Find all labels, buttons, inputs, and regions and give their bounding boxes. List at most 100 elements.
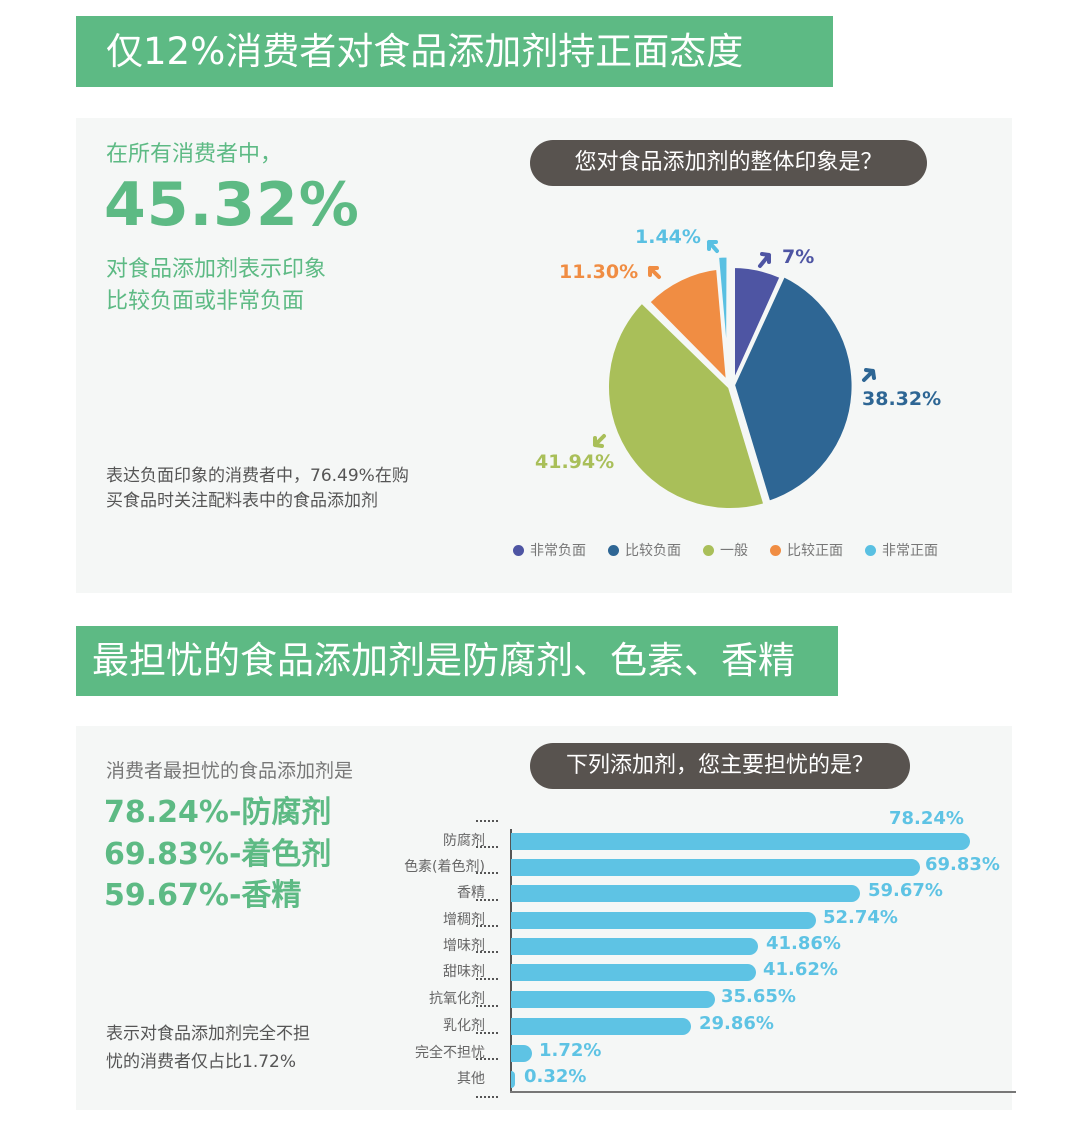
bar-row: 抗氧化剂 35.65%	[400, 978, 1020, 1012]
arrow-positive-icon	[648, 266, 661, 279]
bar-row: 完全不担忧 1.72%	[400, 1032, 1020, 1066]
legend-item-very-positive: 非常正面	[865, 540, 938, 560]
bar-fill	[511, 833, 970, 850]
section1-headline-value: 45.32%	[104, 170, 360, 240]
section1-sub-line1: 对食品添加剂表示印象	[106, 257, 327, 282]
bar-row: 色素(着色剂) 69.83%	[400, 846, 1020, 880]
bar-tick	[476, 899, 498, 901]
pie-question-pill: 您对食品添加剂的整体印象是？	[530, 140, 927, 186]
bar-label: 香精	[457, 885, 485, 901]
bar-tick	[476, 978, 498, 980]
bar-value: 69.83%	[925, 854, 1000, 875]
bar-tick	[476, 1032, 498, 1034]
bar-fill	[511, 1018, 691, 1035]
bar-row: 甜味剂 41.62%	[400, 951, 1020, 985]
bar-value: 29.86%	[699, 1013, 774, 1034]
pie-slice-negative	[731, 272, 856, 505]
bar-label: 甜味剂	[443, 964, 485, 980]
bar-fill	[511, 885, 860, 902]
bar-x-axis	[510, 1091, 1016, 1093]
legend-item-very-negative: 非常负面	[513, 540, 586, 560]
bar-row: 防腐剂 78.24%	[400, 808, 1020, 854]
bar-y-axis	[510, 829, 512, 1092]
bar-value: 78.24%	[889, 808, 964, 829]
section2-note-line2: 忧的消费者仅占比1.72%	[106, 1052, 297, 1072]
bar-value: 35.65%	[721, 986, 796, 1007]
section2-banner-title: 最担忧的食品添加剂是防腐剂、色素、香精	[76, 626, 838, 696]
bar-tick	[476, 1058, 498, 1060]
bar-fill	[511, 964, 756, 981]
bar-row: 其他 0.32%	[400, 1058, 1020, 1092]
bar-tick-bottom	[476, 1096, 498, 1098]
pie-slice-very-positive	[715, 253, 731, 384]
legend-item-negative: 比较负面	[608, 540, 681, 560]
legend-label: 非常正面	[882, 543, 938, 559]
bar-fill	[511, 991, 715, 1008]
pie-label-positive: 11.30%	[559, 261, 639, 283]
legend-dot-icon	[703, 544, 714, 556]
top2-stat: 69.83%-着色剂	[104, 837, 332, 872]
arrow-very-negative-icon	[758, 252, 771, 268]
legend-dot-icon	[513, 544, 524, 556]
bar-fill	[511, 859, 920, 876]
legend-label: 比较负面	[625, 543, 681, 559]
bar-question-pill: 下列添加剂，您主要担忧的是？	[530, 743, 910, 789]
bar-tick	[476, 1005, 498, 1007]
bar-fill	[511, 1071, 515, 1088]
top3-stat: 59.67%-香精	[104, 878, 302, 913]
bar-fill	[511, 938, 758, 955]
legend-label: 比较正面	[787, 543, 843, 559]
arrow-negative-icon	[862, 368, 876, 382]
bar-value: 1.72%	[539, 1040, 602, 1061]
bar-tick	[476, 925, 498, 927]
section1-banner-title: 仅12%消费者对食品添加剂持正面态度	[76, 16, 833, 87]
bar-row: 增味剂 41.86%	[400, 925, 1020, 959]
pie-label-very-negative: 7%	[782, 246, 815, 268]
bar-value: 0.32%	[524, 1066, 587, 1087]
legend-item-neutral: 一般	[703, 540, 748, 560]
bar-label: 完全不担忧	[415, 1045, 485, 1061]
bar-label: 增味剂	[443, 938, 485, 954]
bar-value: 59.67%	[868, 880, 943, 901]
bar-label: 抗氧化剂	[429, 991, 485, 1007]
bar-tick	[476, 951, 498, 953]
arrow-very-positive-icon	[707, 240, 719, 253]
pie-label-very-positive: 1.44%	[635, 226, 701, 248]
legend-dot-icon	[865, 544, 876, 556]
legend-label: 非常负面	[530, 543, 586, 559]
bar-tick	[476, 872, 498, 874]
pie-chart	[593, 240, 876, 513]
bar-tick	[476, 820, 498, 822]
legend-item-positive: 比较正面	[770, 540, 843, 560]
legend-dot-icon	[608, 544, 619, 556]
pie-label-negative: 38.32%	[862, 388, 942, 410]
bar-label: 防腐剂	[443, 833, 485, 849]
section1-sub-line2: 比较负面或非常负面	[106, 289, 305, 314]
bar-label: 其他	[457, 1071, 485, 1087]
bar-value: 41.62%	[763, 959, 838, 980]
top1-stat: 78.24%-防腐剂	[104, 795, 332, 830]
section1-intro: 在所有消费者中，	[106, 142, 283, 167]
legend-dot-icon	[770, 544, 781, 556]
section2-note-line1: 表示对食品添加剂完全不担	[106, 1024, 310, 1044]
pie-slice-neutral	[605, 299, 768, 513]
bar-row: 香精 59.67%	[400, 872, 1020, 906]
pie-legend: 非常负面 比较负面 一般 比较正面 非常正面	[513, 540, 938, 560]
bar-fill	[511, 1045, 532, 1062]
section2-intro: 消费者最担忧的食品添加剂是	[106, 760, 354, 782]
bar-value: 52.74%	[823, 907, 898, 928]
section1-note-line2: 买食品时关注配料表中的食品添加剂	[106, 491, 378, 511]
bar-value: 41.86%	[766, 933, 841, 954]
bar-fill	[511, 912, 816, 929]
arrow-neutral-icon	[593, 434, 606, 448]
bar-label: 增稠剂	[443, 912, 485, 928]
pie-label-neutral: 41.94%	[535, 451, 615, 473]
bar-row: 增稠剂 52.74%	[400, 899, 1020, 933]
section1-note-line1: 表达负面印象的消费者中，76.49%在购	[106, 466, 409, 486]
bar-label: 色素(着色剂)	[404, 859, 485, 875]
bar-tick	[476, 846, 498, 848]
legend-label: 一般	[720, 543, 748, 559]
bar-label: 乳化剂	[443, 1018, 485, 1034]
bar-row: 乳化剂 29.86%	[400, 1005, 1020, 1039]
section1-panel	[76, 118, 1012, 593]
